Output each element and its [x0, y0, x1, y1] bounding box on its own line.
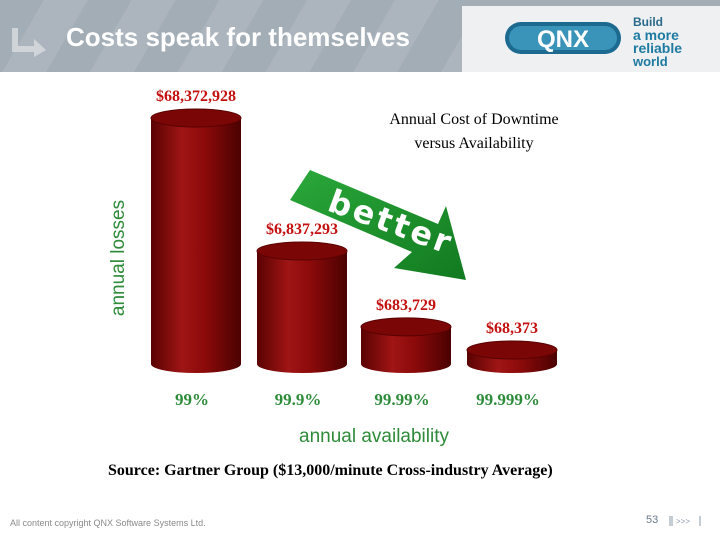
- x-axis-label: annual availability: [299, 426, 449, 447]
- x-tick-label: 99.99%: [374, 390, 429, 409]
- tagline-line: world: [633, 54, 668, 69]
- header-stripes: [0, 0, 462, 72]
- tagline-line: Build: [633, 15, 663, 29]
- bar: [257, 250, 347, 373]
- bar-value-label: $683,729: [376, 297, 436, 314]
- qnx-logo-icon: QNX: [505, 22, 621, 54]
- bar: [151, 118, 241, 373]
- bar-top: [150, 108, 242, 128]
- tagline: Build a more reliable world: [633, 15, 683, 69]
- bar-value-label: $6,837,293: [266, 221, 338, 238]
- x-tick-label: 99.9%: [275, 390, 322, 409]
- bar-top: [360, 317, 452, 337]
- page-number: 53: [646, 514, 659, 526]
- chart-title-line: versus Availability: [414, 135, 533, 152]
- slide-title: Costs speak for themselves: [66, 22, 410, 52]
- y-axis-label: annual losses: [108, 200, 129, 316]
- tagline-line: a more: [633, 27, 679, 43]
- bar-value-label: $68,372,928: [156, 88, 236, 105]
- x-tick-label: 99%: [175, 390, 209, 409]
- bar: [361, 326, 451, 373]
- tagline-line: reliable: [633, 40, 683, 56]
- svg-text:>>>: >>>: [676, 517, 690, 526]
- bar-value-label: $68,373: [486, 320, 538, 337]
- svg-text:QNX: QNX: [537, 26, 589, 53]
- bar-top: [466, 340, 558, 360]
- corner-arrow-icon: [12, 28, 46, 57]
- source-note: Source: Gartner Group ($13,000/minute Cr…: [108, 462, 553, 479]
- x-tick-label: 99.999%: [476, 390, 540, 409]
- footer-copyright: All content copyright QNX Software Syste…: [10, 518, 206, 528]
- chart-title-line: Annual Cost of Downtime: [389, 111, 558, 128]
- bar-top: [256, 241, 348, 261]
- bars-group: $68,372,928 99% $6,837,293 99.9% $683,729 99.…: [150, 88, 558, 409]
- downtime-cost-chart: Annual Cost of Downtime versus Availabil…: [108, 88, 559, 447]
- next-slide-icon[interactable]: >>>: [666, 514, 702, 528]
- slide-header: Costs speak for themselves QNX Build a m…: [0, 0, 720, 72]
